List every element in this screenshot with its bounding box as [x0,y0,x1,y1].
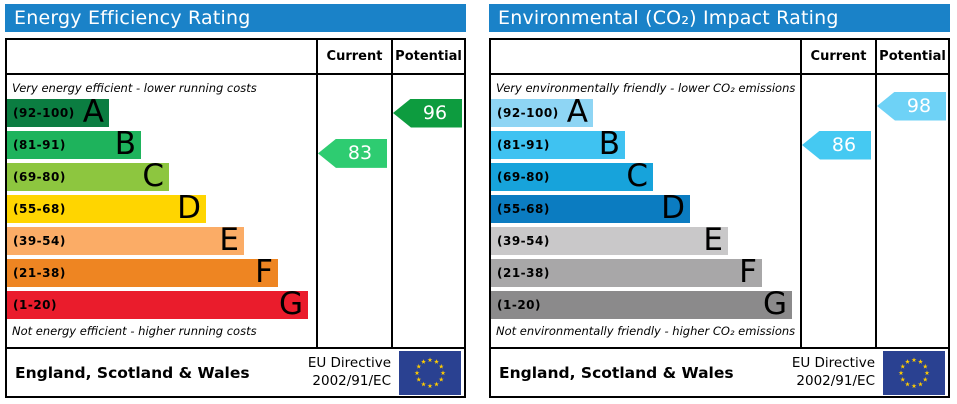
environmental-impact-panel: Environmental (CO₂) Impact Rating Curren… [489,4,950,398]
band-row-f: (21-38) F [7,254,278,290]
potential-rating-cell: 98 [875,75,948,347]
eu-directive-line2: 2002/91/EC [312,372,391,389]
current-rating-value: 83 [347,142,373,165]
current-rating-value: 86 [831,134,857,156]
band-letter: C [142,158,164,194]
band-range: (39-54) [497,234,550,248]
current-column-header: Current [800,40,875,73]
header-spacer [491,40,800,73]
band-letter: G [762,286,787,322]
band-letter: A [82,94,104,130]
current-rating-arrow: 86 [802,130,871,160]
table-footer-row: England, Scotland & Wales EU Directive 2… [491,347,948,396]
band-letter: D [661,190,685,226]
potential-rating-cell: 96 [391,75,464,347]
band-row-d: (55-68) D [491,190,690,226]
potential-column-header: Potential [875,40,948,73]
band-row-g: (1-20) G [491,286,792,322]
table-body-row: Very environmentally friendly - lower CO… [491,75,948,347]
current-rating-cell: 83 [316,75,391,347]
current-rating-arrow: 83 [318,138,387,168]
band-row-d: (55-68) D [7,190,206,226]
band-range: (39-54) [13,234,66,248]
eu-flag-icon [399,350,461,395]
band-range: (81-91) [13,138,66,152]
band-letter: E [219,222,239,258]
band-row-c: (69-80) C [7,158,169,194]
band-range: (55-68) [497,202,550,216]
band-range: (92-100) [497,106,559,120]
band-row-c: (69-80) C [491,158,653,194]
top-note: Very environmentally friendly - lower CO… [496,81,796,95]
band-range: (69-80) [497,170,550,184]
band-row-e: (39-54) E [491,222,728,258]
band-letter: F [255,254,273,290]
band-letter: E [703,222,723,258]
header-spacer [7,40,316,73]
current-column-header: Current [316,40,391,73]
band-letter: C [626,158,648,194]
potential-column-header: Potential [391,40,464,73]
band-row-e: (39-54) E [7,222,244,258]
table-header-row: Current Potential [7,40,464,75]
band-row-g: (1-20) G [7,286,308,322]
band-letter: D [177,190,201,226]
band-range: (81-91) [497,138,550,152]
rating-table: Current Potential Very energy efficient … [5,38,466,398]
band-row-b: (81-91) B [7,126,141,162]
eu-directive-line1: EU Directive [307,355,391,372]
potential-rating-value: 96 [422,102,448,124]
potential-rating-arrow: 96 [393,98,462,128]
band-range: (21-38) [13,266,66,280]
current-rating-cell: 86 [800,75,875,347]
eu-directive-line2: 2002/91/EC [796,372,875,389]
band-range: (92-100) [13,106,75,120]
eu-directive-label: EU Directive 2002/91/EC [792,355,875,390]
energy-efficiency-panel: Energy Efficiency Rating Current Potenti… [5,4,466,398]
bands: (92-100) A (81-91) B (69-80) C (55-68) [7,94,316,322]
panel-title: Energy Efficiency Rating [5,4,466,32]
band-letter: B [598,126,620,162]
band-range: (69-80) [13,170,66,184]
table-footer-row: England, Scotland & Wales EU Directive 2… [7,347,464,396]
rating-table: Current Potential Very environmentally f… [489,38,950,398]
band-range: (1-20) [13,298,57,312]
band-range: (1-20) [497,298,541,312]
band-range: (21-38) [497,266,550,280]
region-label: England, Scotland & Wales [499,363,734,382]
band-row-b: (81-91) B [491,126,625,162]
bottom-note: Not energy efficient - higher running co… [12,324,257,338]
band-letter: F [739,254,757,290]
top-note: Very energy efficient - lower running co… [12,81,257,95]
eu-directive-label: EU Directive 2002/91/EC [308,355,391,390]
potential-rating-arrow: 98 [877,91,946,121]
band-letter: G [278,286,303,322]
bands: (92-100) A (81-91) B (69-80) C (55-68) [491,94,800,322]
panel-title: Environmental (CO₂) Impact Rating [489,4,950,32]
eu-directive-line1: EU Directive [791,355,875,372]
potential-rating-value: 98 [906,95,932,117]
rating-ladder: Very energy efficient - lower running co… [7,75,316,347]
band-letter: A [566,94,588,130]
band-letter: B [114,126,136,162]
bottom-note: Not environmentally friendly - higher CO… [496,324,796,338]
band-range: (55-68) [13,202,66,216]
table-header-row: Current Potential [491,40,948,75]
table-body-row: Very energy efficient - lower running co… [7,75,464,347]
band-row-a: (92-100) A [491,94,593,130]
band-row-f: (21-38) F [491,254,762,290]
band-row-a: (92-100) A [7,94,109,130]
rating-ladder: Very environmentally friendly - lower CO… [491,75,800,347]
region-label: England, Scotland & Wales [15,363,250,382]
eu-flag-icon [883,350,945,395]
